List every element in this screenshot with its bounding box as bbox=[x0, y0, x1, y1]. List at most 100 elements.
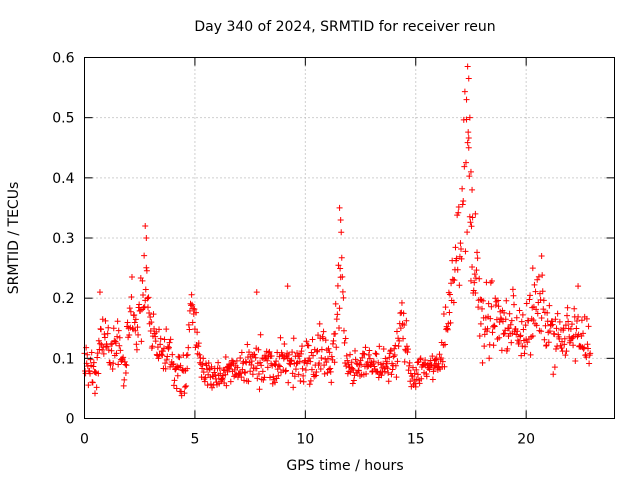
data-point bbox=[376, 343, 383, 350]
data-point bbox=[324, 369, 331, 376]
data-point bbox=[327, 365, 334, 372]
data-point bbox=[141, 252, 148, 259]
y-tick-label: 0.5 bbox=[52, 111, 74, 127]
data-point bbox=[110, 360, 117, 367]
data-point bbox=[467, 168, 474, 175]
data-point bbox=[352, 356, 359, 363]
data-point bbox=[586, 360, 593, 367]
data-point bbox=[479, 305, 485, 312]
data-point bbox=[583, 315, 590, 322]
data-point bbox=[523, 300, 530, 307]
data-point bbox=[537, 296, 544, 303]
data-point bbox=[173, 385, 180, 392]
data-point bbox=[533, 306, 540, 313]
data-point bbox=[337, 265, 344, 272]
data-point bbox=[391, 351, 398, 358]
data-point bbox=[414, 359, 421, 366]
data-point bbox=[314, 347, 321, 354]
data-point bbox=[385, 369, 392, 376]
data-point bbox=[101, 334, 108, 341]
data-point bbox=[520, 326, 527, 333]
axis-tick-labels: 0 0.1 0.2 0.3 0.4 0.5 0.6 0 5 10 15 20 bbox=[52, 51, 535, 448]
data-point bbox=[510, 292, 517, 299]
data-point bbox=[364, 359, 371, 366]
data-point bbox=[144, 295, 151, 302]
data-point bbox=[92, 369, 99, 376]
data-point bbox=[299, 343, 306, 350]
data-point bbox=[188, 291, 195, 298]
data-point bbox=[191, 326, 198, 333]
data-point bbox=[285, 351, 292, 358]
data-point bbox=[543, 342, 550, 349]
data-point bbox=[447, 319, 454, 326]
data-point bbox=[516, 307, 523, 314]
data-point bbox=[338, 229, 345, 236]
data-point bbox=[562, 322, 569, 329]
data-point bbox=[509, 286, 516, 293]
data-point bbox=[149, 343, 156, 350]
data-point bbox=[469, 214, 476, 221]
data-point bbox=[261, 374, 268, 381]
data-point bbox=[341, 339, 348, 346]
data-point bbox=[544, 309, 551, 316]
data-point bbox=[204, 382, 211, 389]
data-point bbox=[519, 311, 526, 318]
data-point bbox=[465, 144, 472, 151]
data-point bbox=[308, 349, 315, 356]
data-point bbox=[285, 379, 292, 386]
data-point bbox=[142, 286, 149, 293]
data-point bbox=[366, 347, 373, 354]
data-point bbox=[221, 367, 228, 374]
data-point bbox=[365, 351, 372, 358]
data-point bbox=[233, 357, 240, 364]
data-point bbox=[511, 301, 518, 308]
data-point bbox=[347, 351, 354, 358]
data-point bbox=[532, 288, 539, 295]
data-point bbox=[220, 366, 227, 373]
data-point bbox=[471, 279, 478, 286]
data-point bbox=[373, 351, 380, 358]
data-point bbox=[272, 361, 279, 368]
data-point bbox=[218, 375, 225, 382]
data-point bbox=[417, 356, 424, 363]
data-point bbox=[538, 315, 545, 322]
data-point bbox=[484, 325, 491, 332]
data-point bbox=[110, 325, 117, 332]
data-point bbox=[322, 337, 329, 344]
data-point bbox=[189, 301, 196, 308]
data-point bbox=[387, 347, 394, 354]
data-point bbox=[156, 326, 163, 333]
data-point bbox=[320, 328, 327, 335]
data-point bbox=[495, 303, 502, 310]
x-axis-title: GPS time / hours bbox=[286, 458, 403, 474]
data-point bbox=[295, 371, 302, 378]
data-point bbox=[132, 316, 139, 323]
data-point bbox=[381, 368, 388, 375]
data-point bbox=[371, 363, 378, 370]
data-point bbox=[306, 381, 313, 388]
data-point bbox=[464, 63, 471, 70]
data-point bbox=[253, 289, 260, 296]
data-point bbox=[350, 366, 357, 373]
data-point bbox=[219, 375, 226, 382]
data-point bbox=[554, 310, 561, 317]
data-point bbox=[270, 373, 277, 380]
data-point bbox=[556, 318, 563, 325]
data-point bbox=[508, 317, 515, 324]
data-point bbox=[514, 328, 521, 335]
data-point bbox=[245, 378, 252, 385]
y-tick-label: 0.4 bbox=[52, 171, 74, 187]
data-point bbox=[529, 333, 536, 340]
data-point bbox=[104, 330, 111, 337]
data-point bbox=[551, 364, 558, 371]
data-point bbox=[147, 327, 154, 334]
data-point bbox=[157, 341, 164, 348]
data-point bbox=[417, 355, 424, 362]
data-point bbox=[100, 350, 107, 357]
data-point bbox=[473, 267, 480, 274]
data-point bbox=[121, 376, 128, 383]
data-point bbox=[303, 338, 310, 345]
data-point bbox=[527, 292, 534, 299]
data-point bbox=[355, 367, 362, 374]
data-point bbox=[184, 365, 191, 372]
